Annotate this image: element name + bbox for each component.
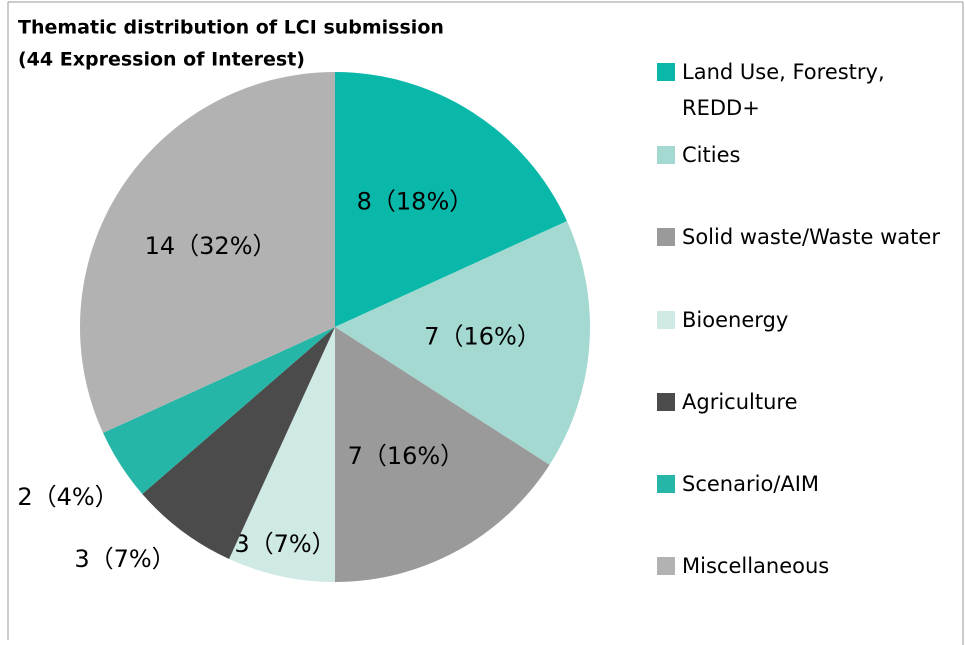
chart-subtitle: (44 Expression of Interest) (18, 49, 305, 71)
legend-label: Solid waste/Waste water (682, 225, 940, 249)
legend-swatch (657, 393, 675, 411)
data-label: 2（4%） (17, 483, 118, 511)
legend-label: Miscellaneous (682, 554, 830, 578)
legend-swatch (657, 557, 675, 575)
legend-swatch (657, 63, 675, 81)
legend-label: Agriculture (682, 390, 798, 414)
pie-slice (229, 327, 335, 582)
legend-item: Miscellaneous (657, 548, 947, 584)
data-label: 3（7%） (234, 530, 335, 558)
pie-slice (335, 72, 567, 327)
data-label: 8（18%） (357, 188, 474, 216)
legend-item: Bioenergy (657, 302, 947, 338)
pie-slice (335, 327, 550, 582)
pie-slice (335, 221, 591, 465)
chart-title: Thematic distribution of LCI submission (18, 17, 444, 39)
legend-item: Agriculture (657, 384, 947, 420)
pie-slice (142, 327, 335, 559)
legend-label: Bioenergy (682, 308, 789, 332)
data-label: 14（32%） (145, 232, 277, 260)
legend-swatch (657, 311, 675, 329)
legend-item: Solid waste/Waste water (657, 219, 947, 255)
legend-swatch (657, 146, 675, 164)
legend-swatch (657, 228, 675, 246)
legend-label: Cities (682, 143, 741, 167)
legend-label: Scenario/AIM (682, 472, 820, 496)
legend-item: Scenario/AIM (657, 466, 947, 502)
legend-label: Land Use, Forestry, REDD+ (682, 60, 885, 120)
data-label: 7（16%） (424, 323, 541, 351)
data-label: 3（7%） (74, 545, 175, 573)
pie-slice (79, 72, 336, 433)
legend-swatch (657, 475, 675, 493)
legend-item: Land Use, Forestry, REDD+ (657, 54, 947, 126)
pie-slice (103, 327, 335, 494)
data-label: 7（16%） (348, 442, 465, 470)
legend-item: Cities (657, 137, 947, 173)
